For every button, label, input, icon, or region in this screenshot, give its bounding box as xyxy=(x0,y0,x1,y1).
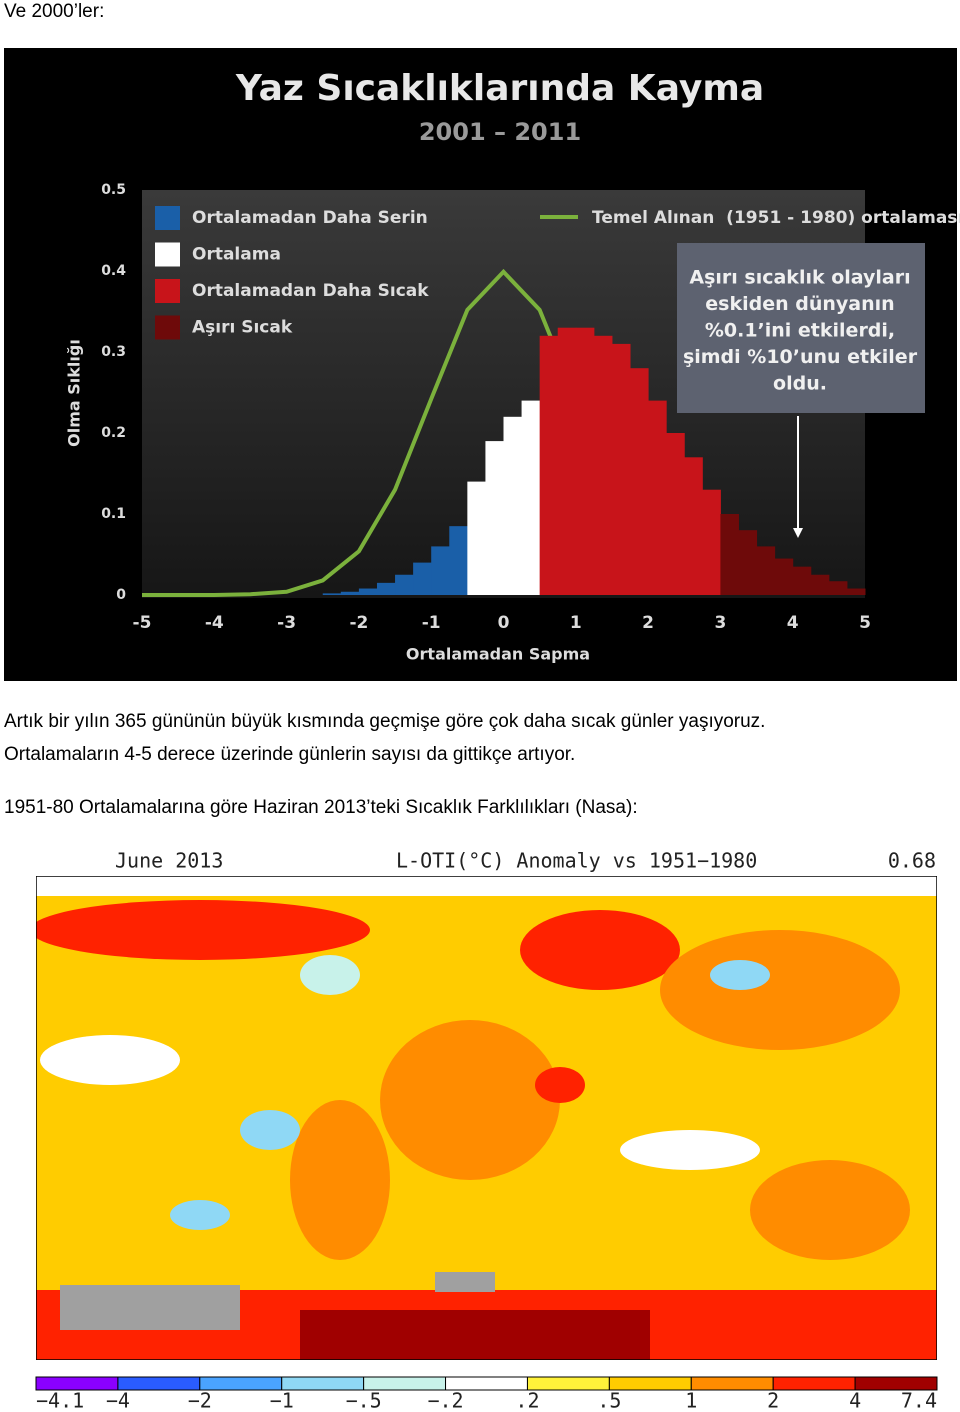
legend-label: Temel Alınan (1951 - 1980) ortalaması xyxy=(592,208,960,228)
map-title-right: 0.68 xyxy=(888,849,936,873)
colorbar-tick-label: −4 xyxy=(106,1389,130,1412)
histogram-bar xyxy=(611,343,631,595)
map-title-left: June 2013 xyxy=(115,849,223,873)
legend-label: Ortalamadan Daha Serin xyxy=(192,208,428,228)
histogram-bar xyxy=(684,457,703,595)
caption: 1951-80 Ortalamalarına göre Haziran 2013… xyxy=(4,797,638,818)
colorbar-segment xyxy=(854,1376,938,1391)
legend-label: Ortalamadan Daha Sıcak xyxy=(192,281,429,301)
annotation-arrowhead xyxy=(793,528,803,538)
legend-swatch xyxy=(155,315,180,340)
histogram-bar xyxy=(539,335,559,595)
histogram-bar xyxy=(810,574,830,595)
y-tick-label: 0.3 xyxy=(101,344,126,360)
annotation-line: %0.1’ini etkilerdi, xyxy=(705,320,895,342)
x-tick-label: 2 xyxy=(642,613,654,633)
map xyxy=(36,876,937,1360)
colorbar-tick-label: −2 xyxy=(188,1389,212,1412)
x-tick-label: 0 xyxy=(498,613,510,633)
histogram-bar xyxy=(449,526,468,595)
figure-1: Yaz Sıcaklıklarında Kayma 2001 – 2011 Ol… xyxy=(4,48,960,681)
histogram-bar xyxy=(774,558,794,595)
histogram-bar xyxy=(792,566,812,595)
histogram-bar xyxy=(666,433,685,595)
histogram-bar xyxy=(702,489,721,595)
histogram-bar xyxy=(828,581,848,595)
legend-swatch xyxy=(155,206,180,230)
colorbar-tick-label: −.2 xyxy=(427,1389,463,1412)
annotation-box xyxy=(677,243,925,413)
histogram-bar xyxy=(720,514,739,595)
colorbar-tick-label: 4 xyxy=(849,1389,861,1412)
heading: Ve 2000’ler: xyxy=(4,1,104,22)
legend-swatch xyxy=(155,279,180,303)
annotation-line: eskiden dünyanın xyxy=(705,293,894,315)
y-tick-label: 0.5 xyxy=(101,182,126,198)
colorbar-tick-label: −.5 xyxy=(346,1389,382,1412)
x-tick-label: -4 xyxy=(205,613,224,633)
histogram-bar xyxy=(521,400,541,595)
x-tick-label: 1 xyxy=(570,613,582,633)
colorbar-segment xyxy=(772,1376,856,1391)
colorbar-tick-label: −1 xyxy=(270,1389,294,1412)
legend-label: Aşırı Sıcak xyxy=(192,318,293,338)
paragraph-line: Ortalamaların 4-5 derece üzerinde günler… xyxy=(4,744,575,765)
chart: 0 0.1 0.2 0.3 0.4 0.5 -5 -4 -3 -2 -1 0 1 2 3 4 5 Ortalama… xyxy=(101,182,960,633)
x-tick-label: 4 xyxy=(787,613,799,633)
colorbar-tick-label: .2 xyxy=(515,1389,539,1412)
x-tick-label: 5 xyxy=(859,613,871,633)
x-tick-label: 3 xyxy=(714,613,726,633)
histogram-bar xyxy=(467,481,486,595)
histogram-bar xyxy=(648,400,667,595)
x-tick-label: -2 xyxy=(349,613,368,633)
legend-swatch xyxy=(155,242,180,267)
x-tick-label: -3 xyxy=(277,613,296,633)
map-title-center: L-OTI(°C) Anomaly vs 1951−1980 xyxy=(396,849,757,873)
colorbar-tick-label: 7.4 xyxy=(901,1389,937,1412)
figure-2: June 2013 L-OTI(°C) Anomaly vs 1951−1980… xyxy=(35,849,938,1412)
y-tick-label: 0.4 xyxy=(101,263,126,279)
histogram-bar xyxy=(557,327,577,595)
histogram-bar xyxy=(340,591,360,595)
y-tick-label: 0 xyxy=(116,587,126,603)
colorbar-tick-label: −4.1 xyxy=(36,1389,84,1412)
histogram-bar xyxy=(738,530,758,595)
histogram-bar xyxy=(485,441,504,595)
colorbar-tick-label: 1 xyxy=(685,1389,697,1412)
histogram-bar xyxy=(756,546,776,595)
histogram-bar xyxy=(431,546,450,595)
colorbar: −4.1 −4 −2 −1 −.5 −.2 .2 .5 1 2 4 7.4 xyxy=(35,1376,938,1412)
colorbar-segment xyxy=(690,1376,774,1391)
colorbar-segment xyxy=(608,1376,692,1391)
annotation-line: Aşırı sıcaklık olayları xyxy=(689,267,910,289)
x-tick-label: -5 xyxy=(133,613,152,633)
histogram-bar xyxy=(575,327,595,595)
histogram-bar xyxy=(376,582,396,595)
annotation-line: oldu. xyxy=(773,373,827,395)
histogram-bar xyxy=(322,593,342,595)
legend-label: Ortalama xyxy=(192,245,281,265)
histogram-bar xyxy=(593,335,613,595)
paragraph-line: Artık bir yılın 365 gününün büyük kısmın… xyxy=(4,711,765,732)
histogram-bar xyxy=(395,574,414,595)
y-axis-label: Olma Sıklığı xyxy=(65,339,84,447)
annotation: Aşırı sıcaklık olayları eskiden dünyanın%… xyxy=(683,267,918,395)
y-tick-label: 0.2 xyxy=(101,425,126,441)
histogram-bar xyxy=(503,416,523,595)
colorbar-tick-label: .5 xyxy=(597,1389,621,1412)
baseline-curve xyxy=(142,268,578,597)
chart-subtitle: 2001 – 2011 xyxy=(419,118,581,146)
histogram-bar xyxy=(846,588,866,595)
chart-title: Yaz Sıcaklıklarında Kayma xyxy=(235,68,764,109)
x-axis-label: Ortalamadan Sapma xyxy=(406,645,590,664)
annotation-line: şimdi %10’unu etkiler xyxy=(683,346,918,368)
histogram-bar xyxy=(413,562,432,595)
x-tick-label: -1 xyxy=(422,613,441,633)
y-tick-label: 0.1 xyxy=(101,506,126,522)
histogram-bar xyxy=(630,368,649,595)
histogram-bar xyxy=(358,588,378,595)
colorbar-tick-label: 2 xyxy=(767,1389,779,1412)
